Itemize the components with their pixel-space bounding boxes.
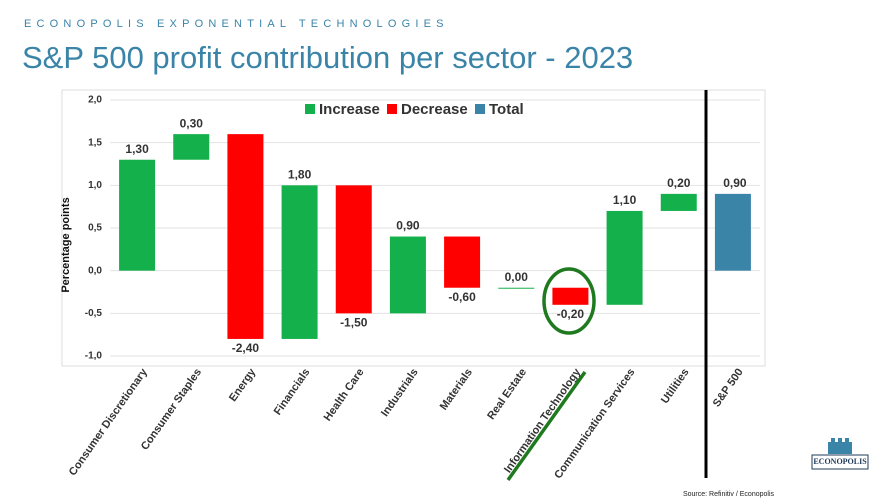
highlight-circle — [542, 267, 596, 335]
value-label: -1,50 — [340, 316, 368, 330]
logo-box — [811, 454, 869, 470]
logo: ECONOPOLIS — [813, 457, 867, 466]
value-label: 1,30 — [125, 142, 149, 156]
x-tick-label: Financials — [272, 367, 313, 418]
value-label: -2,40 — [232, 341, 260, 355]
x-tick-label: Utilities — [659, 367, 692, 406]
bar — [281, 185, 318, 339]
bar — [606, 210, 643, 305]
y-tick-label: -1,0 — [85, 351, 103, 362]
x-tick-label: Energy — [227, 366, 259, 404]
x-tick-label: Real Estate — [485, 367, 529, 422]
logo-icon — [828, 438, 852, 454]
x-tick-label: S&P 500 — [711, 367, 746, 410]
x-tick-label: Materials — [438, 367, 475, 413]
bar — [714, 193, 751, 271]
highlight-underline — [506, 370, 587, 482]
bar — [552, 287, 589, 305]
y-axis-label: Percentage points — [60, 197, 72, 292]
y-tick-label: 0,0 — [88, 265, 102, 276]
value-label: 0,30 — [180, 116, 204, 130]
bar — [389, 236, 426, 314]
value-label: 0,90 — [723, 176, 747, 190]
value-label: -0,20 — [557, 307, 585, 321]
y-tick-label: 1,0 — [88, 180, 102, 191]
y-tick-label: -0,5 — [85, 308, 103, 319]
x-tick-label: Industrials — [379, 367, 421, 419]
bar — [444, 236, 481, 288]
chart-title: S&P 500 profit contribution per sector -… — [22, 40, 633, 75]
legend-label: Increase — [319, 101, 380, 118]
legend-label: Decrease — [401, 101, 468, 118]
value-label: 1,80 — [288, 168, 312, 182]
bar — [335, 185, 372, 314]
x-tick-label: Health Care — [322, 367, 367, 424]
source: Source: Refinitiv / Econopolis — [683, 491, 775, 498]
value-label: 0,20 — [667, 176, 691, 190]
legend-swatch — [387, 104, 397, 114]
plot-frame — [61, 89, 766, 367]
legend-swatch — [475, 104, 485, 114]
bar — [227, 134, 264, 339]
value-label: -0,60 — [448, 290, 476, 304]
legend-swatch — [305, 104, 315, 114]
y-tick-label: 1,5 — [88, 137, 102, 148]
x-tick-label: Consumer Staples — [139, 367, 204, 453]
x-tick-label: Consumer Discretionary — [67, 366, 151, 478]
legend-label: Total — [489, 101, 524, 118]
value-label: 1,10 — [613, 193, 637, 207]
header: ECONOPOLIS EXPONENTIAL TECHNOLOGIES — [24, 18, 449, 30]
value-label: 0,00 — [505, 270, 529, 284]
plot: 2,0 1,5 1,0 0,5 0,0 -0,5 -1,0 Increase Decrease T… — [67, 95, 760, 481]
y-tick-label: 2,0 — [88, 95, 102, 106]
bar — [119, 159, 156, 271]
value-label: 0,90 — [396, 219, 420, 233]
bar — [173, 134, 210, 160]
bar — [498, 287, 535, 289]
bar — [660, 193, 697, 211]
y-tick-label: 0,5 — [88, 223, 102, 234]
